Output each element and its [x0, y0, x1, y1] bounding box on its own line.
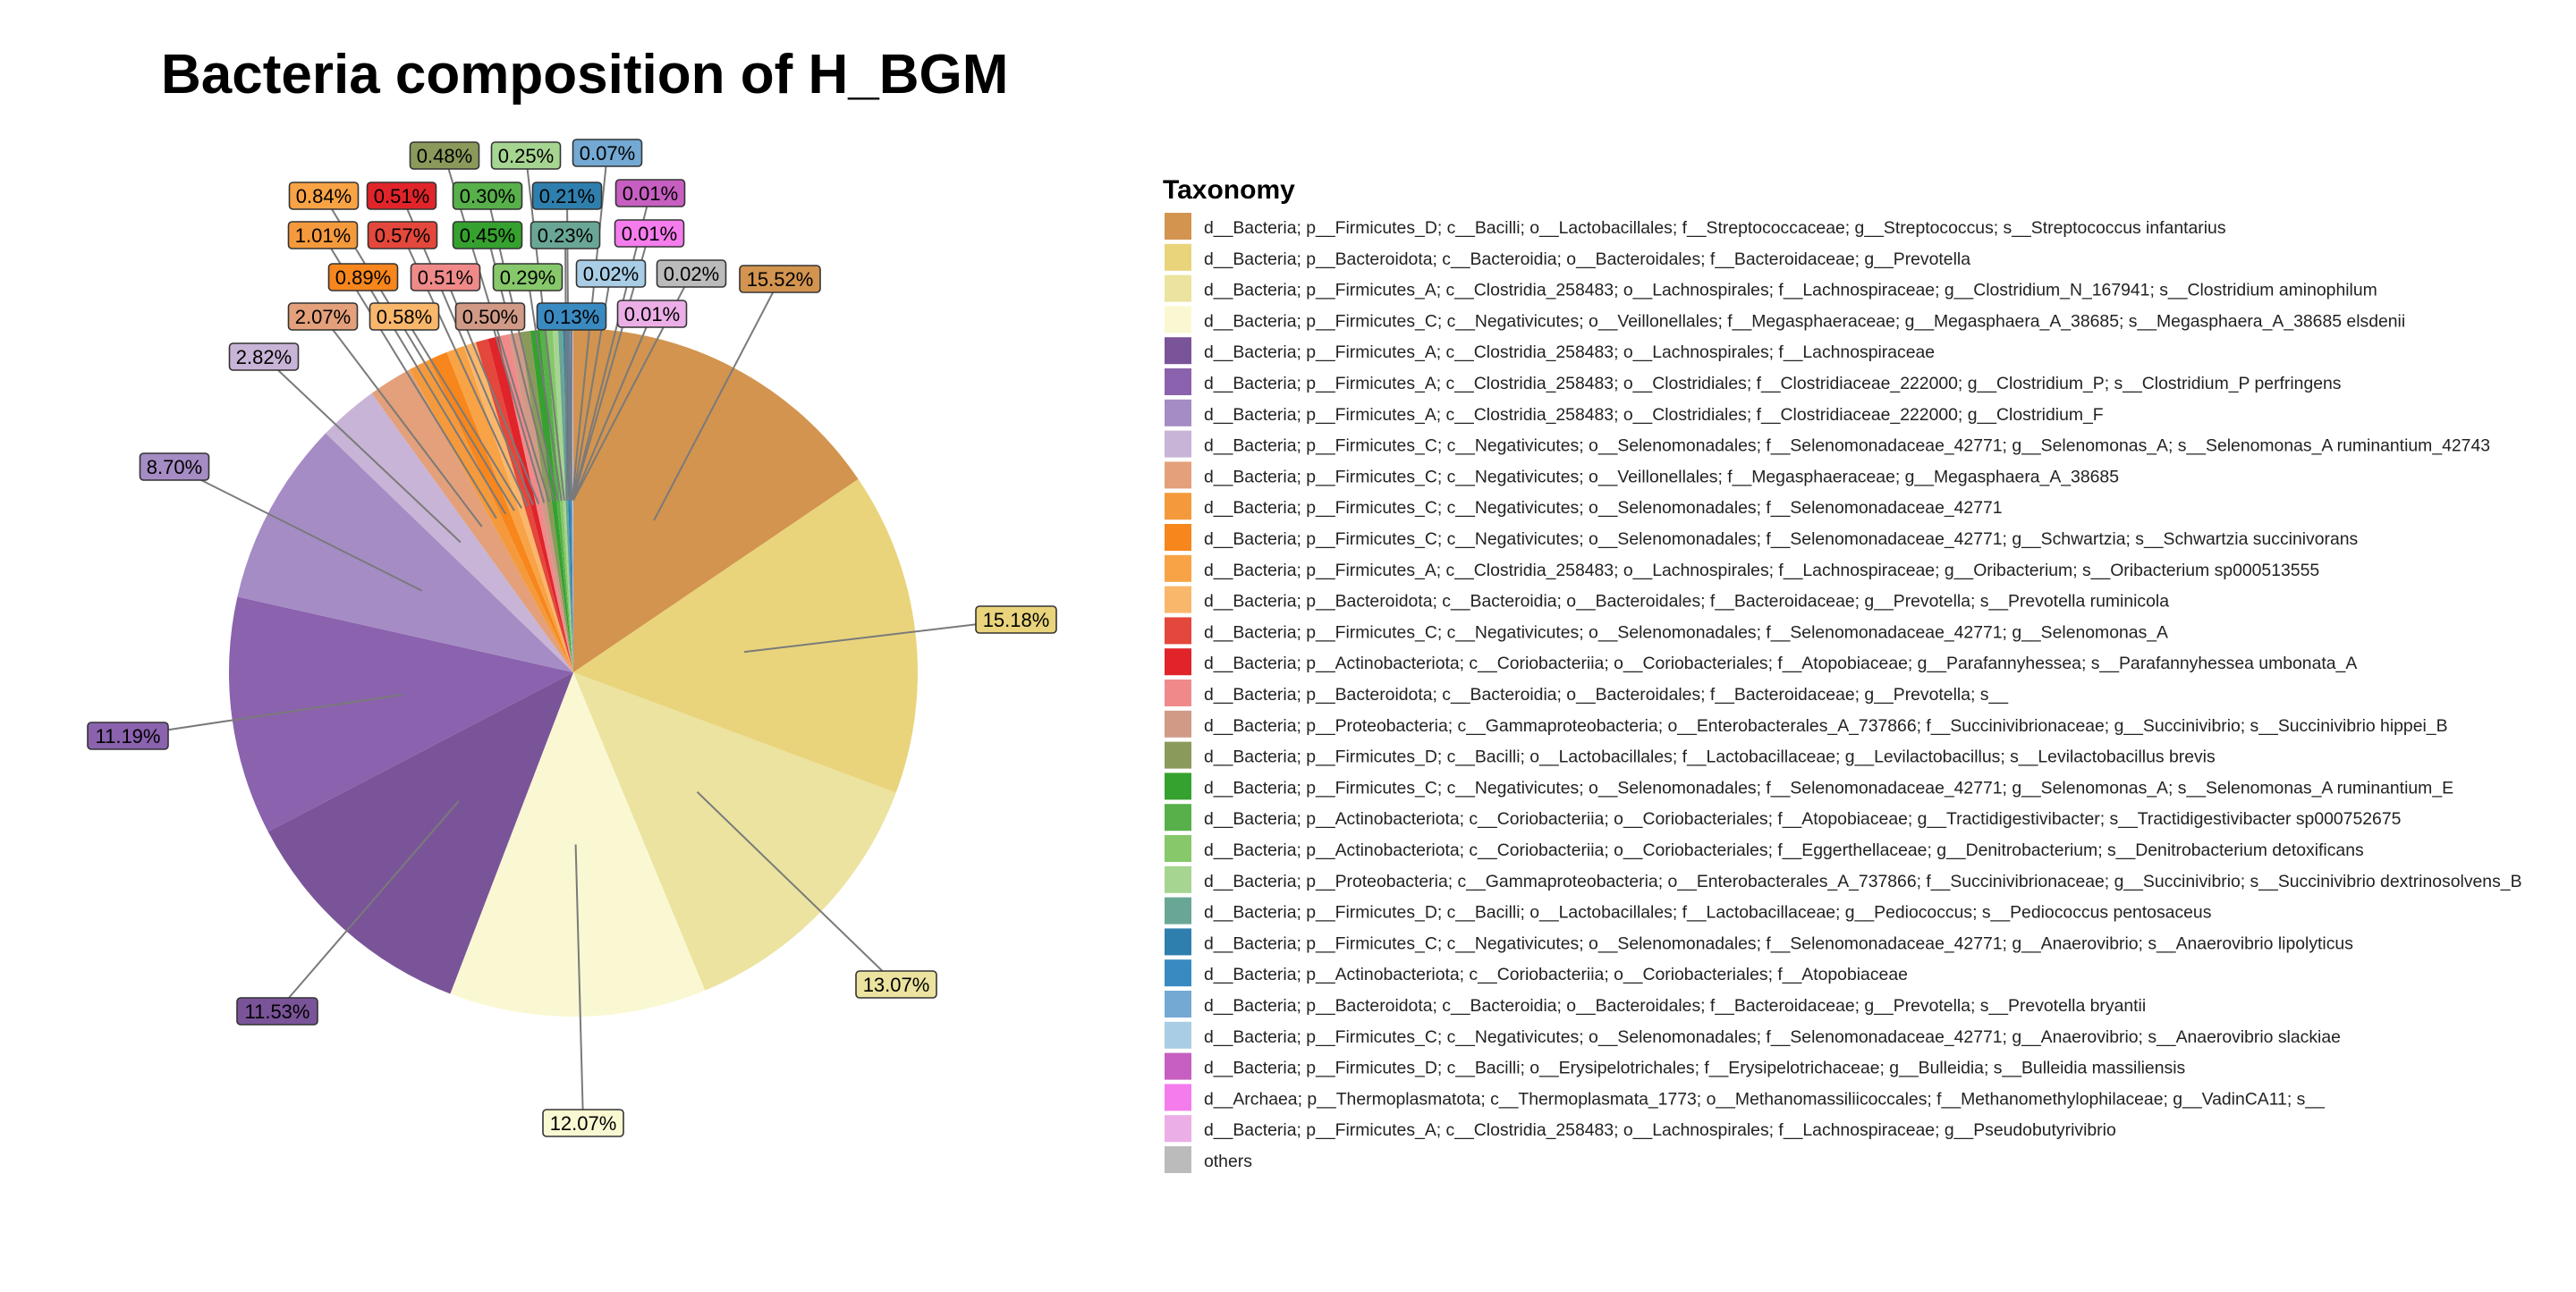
legend-swatch [1165, 928, 1191, 955]
data-label: 0.45% [460, 224, 515, 247]
legend-entry: d__Bacteria; p__Firmicutes_A; c__Clostri… [1204, 374, 2342, 393]
data-label: 11.53% [245, 1001, 310, 1023]
legend-swatch [1165, 493, 1191, 519]
data-label: 13.07% [863, 974, 930, 996]
legend-entry: d__Bacteria; p__Firmicutes_A; c__Clostri… [1204, 405, 2104, 425]
legend-entry: others [1204, 1152, 1252, 1171]
legend-title: Taxonomy [1163, 175, 1295, 205]
legend-entry: d__Bacteria; p__Firmicutes_C; c__Negativ… [1204, 436, 2490, 456]
data-label: 0.21% [539, 185, 595, 207]
data-label: 11.19% [96, 725, 161, 747]
legend-entry: d__Bacteria; p__Actinobacteriota; c__Cor… [1204, 654, 2357, 673]
data-label: 0.13% [544, 306, 599, 328]
legend-swatch [1165, 991, 1191, 1018]
data-label: 0.02% [664, 263, 719, 285]
legend-swatch [1165, 680, 1191, 706]
legend-swatch [1165, 711, 1191, 738]
legend-entry: d__Bacteria; p__Actinobacteriota; c__Cor… [1204, 840, 2364, 860]
legend-entry: d__Bacteria; p__Firmicutes_D; c__Bacilli… [1204, 903, 2211, 923]
legend-entry: d__Bacteria; p__Firmicutes_A; c__Clostri… [1204, 561, 2319, 580]
legend-entry: d__Bacteria; p__Bacteroidota; c__Bactero… [1204, 592, 2169, 612]
data-label: 12.07% [550, 1112, 617, 1135]
data-label: 0.07% [580, 142, 635, 165]
legend-swatch [1165, 555, 1191, 582]
legend-entry: d__Bacteria; p__Firmicutes_A; c__Clostri… [1204, 342, 1935, 362]
data-label: 2.07% [295, 306, 351, 328]
legend-swatch [1165, 337, 1191, 364]
data-label: 15.52% [747, 268, 814, 291]
legend-swatch [1165, 368, 1191, 395]
data-label: 0.58% [377, 306, 432, 328]
legend-entry: d__Bacteria; p__Firmicutes_D; c__Bacilli… [1204, 1059, 2185, 1078]
data-label: 1.01% [295, 224, 351, 247]
legend-swatch [1165, 400, 1191, 426]
legend-entry: d__Bacteria; p__Firmicutes_C; c__Negativ… [1204, 778, 2453, 798]
data-label: 0.01% [622, 223, 677, 245]
legend-swatch [1165, 306, 1191, 333]
data-label: 0.48% [417, 145, 472, 167]
legend-swatch [1165, 275, 1191, 302]
legend-swatch [1165, 866, 1191, 893]
legend-entry: d__Bacteria; p__Proteobacteria; c__Gamma… [1204, 716, 2448, 736]
legend-entry: d__Bacteria; p__Firmicutes_C; c__Negativ… [1204, 467, 2119, 486]
data-label: 0.01% [623, 182, 678, 205]
legend-entry: d__Bacteria; p__Actinobacteriota; c__Cor… [1204, 809, 2401, 829]
data-label: 0.01% [624, 303, 680, 325]
legend-entry: d__Archaea; p__Thermoplasmatota; c__Ther… [1204, 1089, 2325, 1109]
data-label: 0.51% [374, 185, 429, 207]
legend-swatch [1165, 1022, 1191, 1049]
legend-entry: d__Bacteria; p__Proteobacteria; c__Gamma… [1204, 872, 2522, 891]
legend-entry: d__Bacteria; p__Firmicutes_C; c__Negativ… [1204, 311, 2405, 331]
legend-entry: d__Bacteria; p__Firmicutes_C; c__Negativ… [1204, 1027, 2341, 1047]
legend-entry: d__Bacteria; p__Firmicutes_C; c__Negativ… [1204, 622, 2168, 642]
legend-entry: d__Bacteria; p__Firmicutes_C; c__Negativ… [1204, 933, 2353, 953]
legend-entry: d__Bacteria; p__Firmicutes_C; c__Negativ… [1204, 498, 2003, 518]
legend-entry: d__Bacteria; p__Firmicutes_A; c__Clostri… [1204, 1120, 2116, 1140]
legend-entry: d__Bacteria; p__Bacteroidota; c__Bactero… [1204, 249, 1970, 269]
legend-swatch [1165, 804, 1191, 831]
legend-entry: d__Bacteria; p__Firmicutes_D; c__Bacilli… [1204, 218, 2226, 238]
legend-swatch [1165, 461, 1191, 488]
legend-swatch [1165, 524, 1191, 551]
legend-swatch [1165, 1146, 1191, 1173]
legend-entry: d__Bacteria; p__Bacteroidota; c__Bactero… [1204, 996, 2146, 1016]
legend-swatch [1165, 773, 1191, 799]
legend-swatch [1165, 898, 1191, 925]
legend-entry: d__Bacteria; p__Actinobacteriota; c__Cor… [1204, 965, 1908, 984]
data-label: 2.82% [236, 346, 292, 368]
legend-swatch [1165, 244, 1191, 271]
data-label: 0.57% [375, 224, 430, 247]
data-label: 0.02% [583, 263, 639, 285]
data-label: 0.30% [460, 185, 515, 207]
legend-entry: d__Bacteria; p__Firmicutes_A; c__Clostri… [1204, 281, 2377, 300]
legend-swatch [1165, 835, 1191, 862]
data-label: 15.18% [983, 609, 1050, 631]
data-label: 8.70% [147, 456, 202, 478]
legend-swatch [1165, 1115, 1191, 1142]
data-label: 0.50% [462, 306, 518, 328]
legend-entry: d__Bacteria; p__Bacteroidota; c__Bactero… [1204, 685, 2008, 705]
legend: d__Bacteria; p__Firmicutes_D; c__Bacilli… [1165, 213, 2522, 1173]
data-label: 0.51% [418, 266, 473, 289]
legend-entry: d__Bacteria; p__Firmicutes_C; c__Negativ… [1204, 529, 2358, 549]
data-label: 0.89% [335, 266, 391, 289]
pie-slices [229, 328, 918, 1017]
data-label: 0.25% [498, 145, 554, 167]
data-label: 0.29% [500, 266, 555, 289]
chart-title: Bacteria composition of H_BGM [161, 44, 1008, 106]
legend-swatch [1165, 1053, 1191, 1080]
legend-swatch [1165, 431, 1191, 458]
legend-swatch [1165, 648, 1191, 675]
data-label: 0.23% [538, 224, 593, 247]
legend-swatch [1165, 587, 1191, 613]
legend-swatch [1165, 742, 1191, 769]
legend-swatch [1165, 213, 1191, 240]
legend-swatch [1165, 1084, 1191, 1110]
legend-entry: d__Bacteria; p__Firmicutes_D; c__Bacilli… [1204, 747, 2216, 767]
data-label: 0.84% [296, 185, 352, 207]
legend-swatch [1165, 959, 1191, 986]
legend-swatch [1165, 617, 1191, 644]
